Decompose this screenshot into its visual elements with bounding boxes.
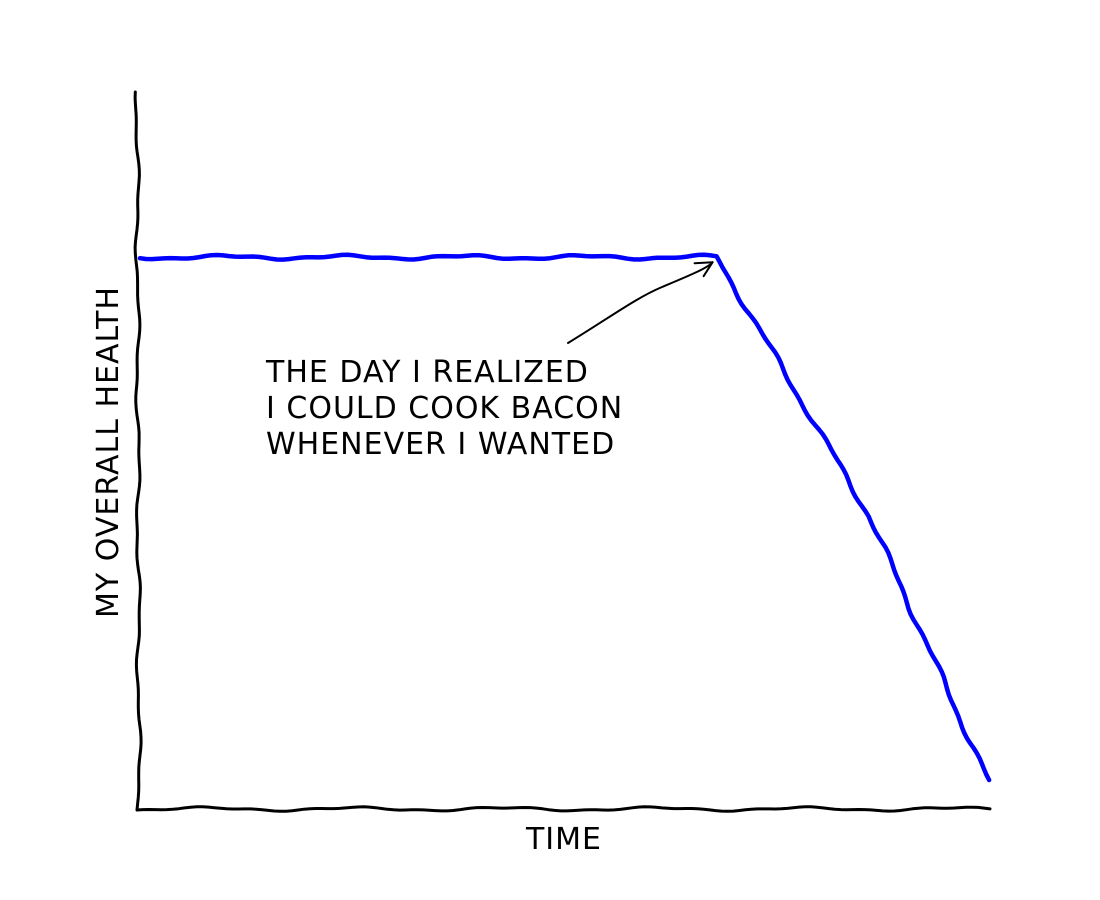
series-layer: [137, 252, 992, 783]
series-line-0: [137, 252, 992, 783]
annotation-pointer-layer: [567, 261, 714, 344]
annotation-line-1: THE DAY I REALIZED: [265, 355, 589, 390]
y-axis-line: [133, 90, 143, 811]
x-axis-line: [135, 805, 992, 813]
annotation-line-2: I COULD COOK BACON: [266, 391, 623, 426]
axes-layer: [133, 90, 992, 813]
x-axis-title: TIME: [525, 822, 602, 857]
annotation-pointer: [567, 261, 714, 344]
annotation-line-3: WHENEVER I WANTED: [266, 427, 615, 462]
y-axis-title: MY OVERALL HEALTH: [91, 286, 126, 618]
annotation-arrowhead: [693, 261, 714, 278]
